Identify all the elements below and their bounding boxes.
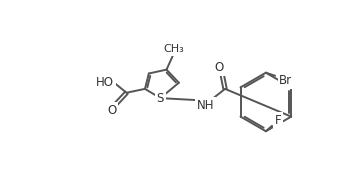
Text: NH: NH [197, 99, 214, 112]
Text: S: S [157, 92, 164, 105]
Text: CH₃: CH₃ [163, 44, 184, 54]
Text: O: O [214, 61, 223, 74]
Text: F: F [275, 114, 281, 127]
Text: Br: Br [279, 74, 292, 87]
Text: O: O [107, 104, 116, 117]
Text: HO: HO [96, 76, 114, 89]
